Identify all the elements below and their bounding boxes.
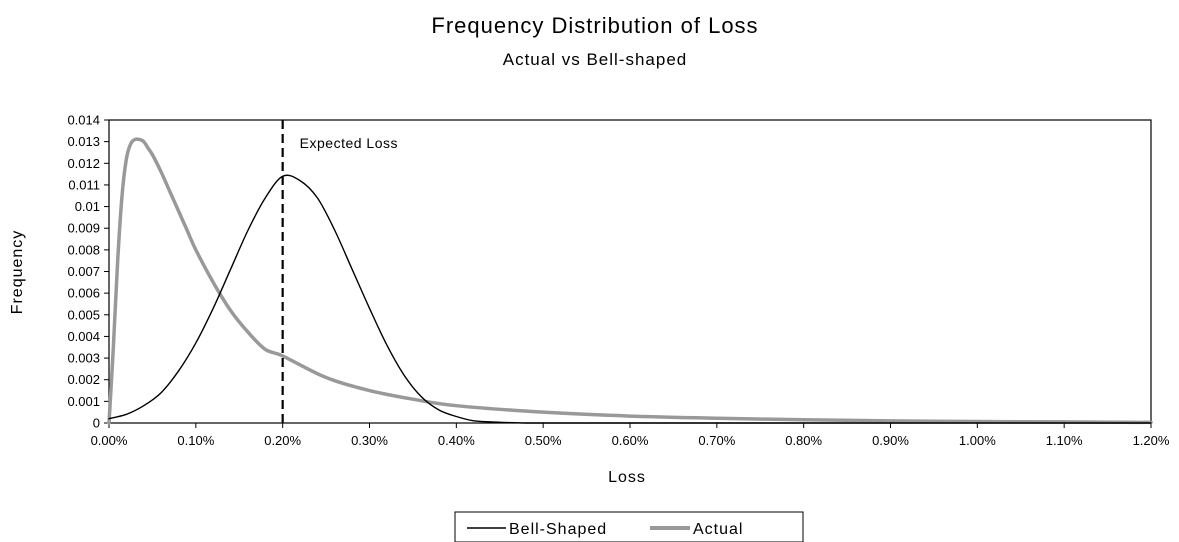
- x-axis-ticks: 0.00% 0.10% 0.20% 0.30% 0.40% 0.50% 0.60% 0.70%…: [91, 423, 1170, 448]
- series-layer: [107, 137, 1153, 425]
- y-axis-label: Frequency: [9, 230, 26, 315]
- y-axis-ticks: 0 0.001 0.002 0.003 0.004 0.005 0.006 0.007 0.00…: [67, 113, 109, 431]
- x-tick-label: 1.20%: [1133, 433, 1170, 448]
- y-tick-label: 0.013: [67, 134, 100, 149]
- x-tick-label: 1.00%: [959, 433, 996, 448]
- x-tick-label: 0.00%: [91, 433, 128, 448]
- y-tick-label: 0.002: [67, 372, 100, 387]
- expected-loss-annotation: Expected Loss: [300, 135, 398, 151]
- y-tick-label: 0.014: [67, 113, 100, 128]
- x-tick-label: 1.10%: [1046, 433, 1083, 448]
- y-tick-label: 0.01: [75, 199, 100, 214]
- x-tick-label: 0.90%: [872, 433, 909, 448]
- y-tick-label: 0.011: [68, 177, 100, 192]
- x-tick-label: 0.30%: [351, 433, 388, 448]
- plot-area-frame: [108, 119, 1152, 424]
- series-line-bell-shaped: [108, 174, 1152, 424]
- y-tick-label: 0.007: [67, 264, 100, 279]
- y-tick-label: 0.008: [67, 242, 100, 257]
- x-tick-label: 0.70%: [698, 433, 735, 448]
- y-tick-label: 0.012: [67, 156, 100, 171]
- x-tick-label: 0.50%: [525, 433, 562, 448]
- reference-line-layer: Expected Loss: [281, 120, 398, 423]
- x-tick-label: 0.40%: [438, 433, 475, 448]
- chart-title: Frequency Distribution of Loss: [431, 13, 758, 38]
- y-tick-label: 0.003: [67, 351, 100, 366]
- chart-subtitle: Actual vs Bell-shaped: [503, 50, 687, 69]
- y-tick-label: 0.005: [67, 307, 100, 322]
- y-tick-label: 0.006: [67, 286, 100, 301]
- x-tick-label: 0.80%: [785, 433, 822, 448]
- legend-label-actual: Actual: [693, 521, 743, 538]
- legend-label-bell-shaped: Bell-Shaped: [509, 521, 607, 538]
- x-tick-label: 0.10%: [177, 433, 214, 448]
- x-tick-label: 0.60%: [612, 433, 649, 448]
- series-line-actual: [107, 137, 1153, 425]
- x-tick-label: 0.20%: [264, 433, 301, 448]
- y-tick-label: 0: [93, 416, 100, 431]
- y-tick-label: 0.001: [67, 394, 100, 409]
- y-tick-label: 0.009: [67, 221, 100, 236]
- legend-box: [454, 511, 804, 542]
- y-tick-label: 0.004: [67, 329, 100, 344]
- legend: Bell-Shaped Actual: [454, 511, 804, 542]
- x-axis-label: Loss: [608, 469, 646, 486]
